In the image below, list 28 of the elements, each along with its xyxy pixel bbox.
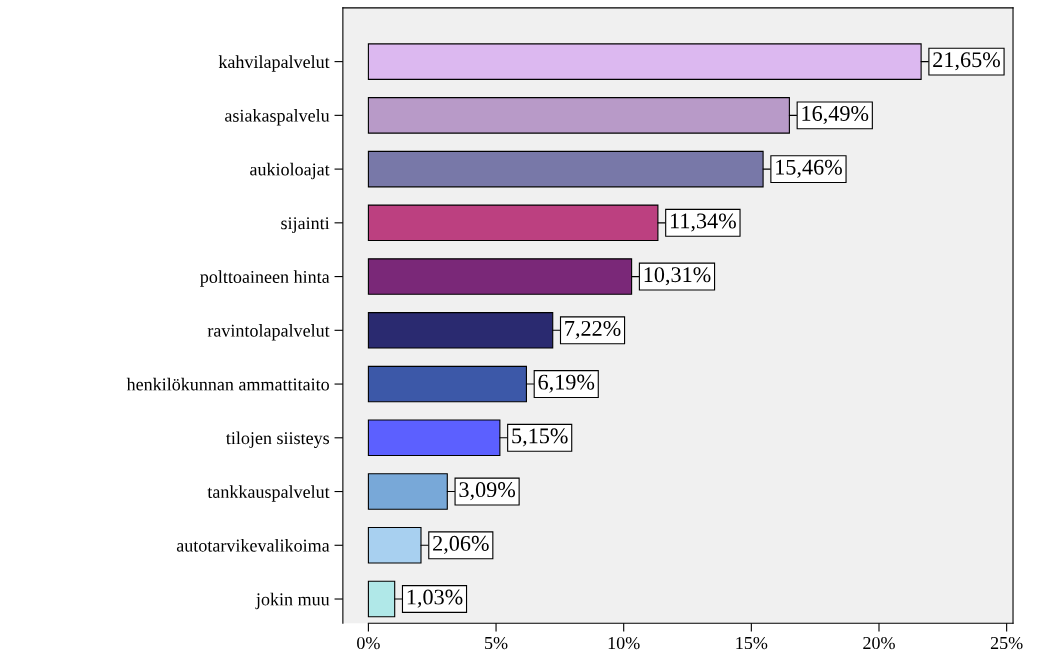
x-tick-label: 5% (485, 636, 508, 650)
data-label: 11,34% (670, 213, 736, 232)
data-label: 1,03% (407, 589, 463, 608)
data-label: 10,31% (644, 267, 711, 286)
y-tick-label: sijainti (281, 217, 330, 233)
y-tick-label: tilojen siisteys (226, 431, 330, 448)
data-label: 21,65% (933, 52, 1000, 71)
x-tick-label: 15% (736, 636, 768, 650)
y-tick-label: autotarvikevalikoima (176, 539, 330, 552)
y-tick-label: tankkauspalvelut (207, 485, 330, 502)
x-tick-label: 0% (357, 636, 380, 650)
y-tick-label: kahvilapalvelut (218, 55, 330, 72)
y-tick-label: henkilökunnan ammattitaito (126, 377, 329, 391)
y-tick-label: ravintolapalvelut (207, 324, 330, 341)
y-tick-label: jokin muu (255, 592, 330, 610)
y-tick-label: asiakaspalvelu (225, 109, 330, 126)
data-label: 2,06% (433, 535, 489, 555)
y-tick-label: polttoaineen hinta (200, 270, 330, 287)
data-label: 15,46% (776, 159, 842, 178)
data-label: 3,09% (459, 482, 516, 501)
data-label: 6,19% (538, 374, 595, 393)
data-label: 7,22% (565, 320, 621, 340)
x-tick-label: 25% (990, 636, 1023, 650)
y-tick-label: aukioloajat (250, 162, 330, 180)
data-label: 16,49% (802, 105, 869, 125)
x-tick-label: 10% (608, 636, 640, 650)
x-tick-label: 20% (863, 636, 895, 650)
data-label: 5,15% (512, 428, 568, 447)
